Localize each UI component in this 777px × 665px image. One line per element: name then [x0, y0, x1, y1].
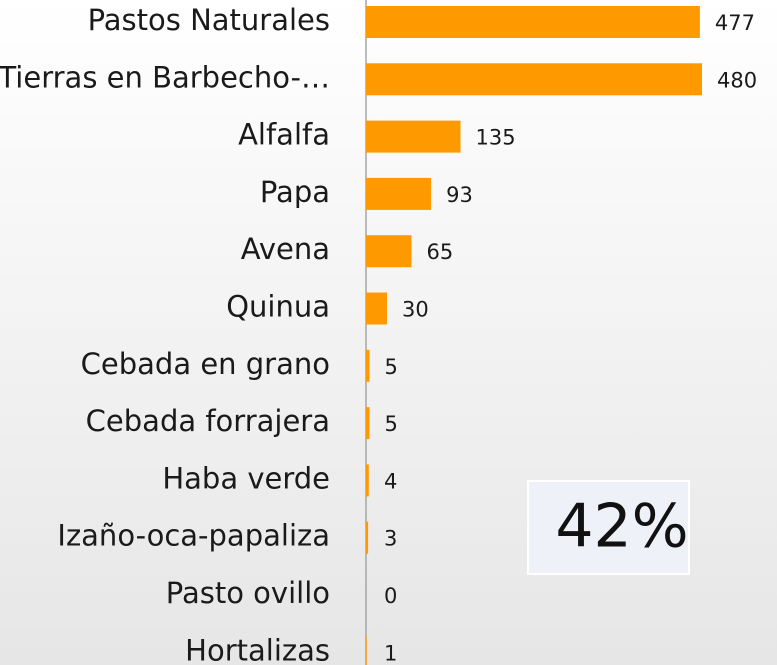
value-label: 135: [476, 126, 516, 150]
category-label: Cebada forrajera: [86, 404, 330, 438]
value-label: 0: [384, 584, 397, 608]
category-label: Cebada en grano: [81, 347, 330, 381]
bar: [366, 349, 370, 382]
bar: [366, 636, 367, 665]
category-label: Alfalfa: [238, 118, 330, 152]
value-label: 93: [446, 183, 473, 207]
annotation-box: [527, 480, 690, 575]
bar: [366, 63, 702, 96]
bar: [366, 464, 369, 497]
category-label: Papa: [260, 175, 330, 209]
category-label: Pasto ovillo: [166, 576, 330, 610]
bar: [366, 6, 700, 38]
annotation: 42%: [555, 492, 688, 562]
category-label: Avena: [241, 232, 330, 266]
value-label: 3: [384, 527, 397, 551]
category-label: Tierras en Barbecho-…: [0, 60, 330, 94]
value-label: 30: [402, 298, 429, 322]
bar: [366, 177, 432, 210]
value-label: 5: [385, 412, 398, 436]
value-label: 1: [384, 641, 397, 665]
value-label: 4: [384, 469, 397, 493]
category-label: Pastos Naturales: [88, 3, 330, 37]
bar: [366, 120, 461, 153]
category-label: Quinua: [226, 290, 330, 324]
category-label: Haba verde: [162, 461, 330, 495]
value-label: 65: [427, 240, 454, 264]
bar: [366, 292, 387, 325]
value-label: 480: [717, 68, 757, 92]
value-label: 477: [715, 11, 755, 35]
bar: [366, 407, 370, 440]
bar: [366, 521, 369, 554]
category-label: Hortalizas: [185, 633, 330, 665]
bar: [366, 235, 412, 268]
category-label: Izaño-oca-papaliza: [57, 519, 330, 553]
value-label: 5: [385, 355, 398, 379]
